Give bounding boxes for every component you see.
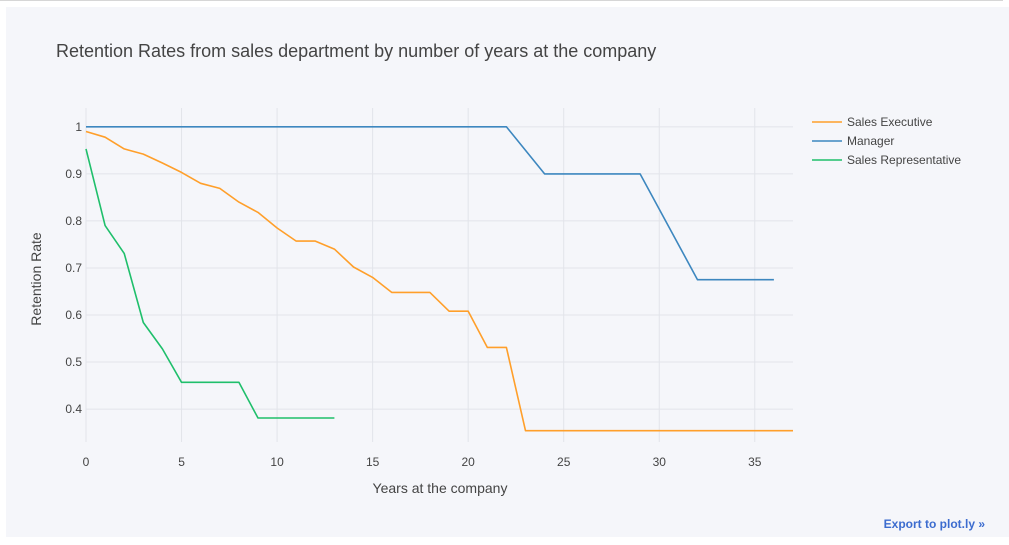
y-tick-label: 1 <box>75 120 82 134</box>
legend-item-manager[interactable]: Manager <box>812 134 894 148</box>
export-to-plotly-link[interactable]: Export to plot.ly » <box>883 517 985 531</box>
series-line-manager <box>86 126 774 281</box>
x-tick-label: 15 <box>366 455 380 469</box>
x-tick-label: 25 <box>557 455 571 469</box>
y-tick-label: 0.4 <box>65 402 82 416</box>
y-axis-title: Retention Rate <box>28 232 44 326</box>
y-tick-label: 0.9 <box>65 167 82 181</box>
x-tick-label: 30 <box>653 455 667 469</box>
legend-label: Sales Executive <box>847 115 933 129</box>
x-tick-label: 35 <box>748 455 762 469</box>
x-tick-label: 20 <box>461 455 475 469</box>
x-tick-label: 5 <box>178 455 185 469</box>
series-lines <box>85 126 793 432</box>
chart-title: Retention Rates from sales department by… <box>56 41 656 61</box>
y-tick-label: 0.7 <box>65 261 82 275</box>
x-axis-title: Years at the company <box>373 480 508 496</box>
x-tick-label: 0 <box>83 455 90 469</box>
grid-lines <box>85 108 793 442</box>
x-tick-label: 10 <box>270 455 284 469</box>
legend-item-sales-executive[interactable]: Sales Executive <box>812 115 933 129</box>
x-axis-ticks: 0 5 10 15 20 25 30 35 <box>83 455 762 469</box>
y-tick-label: 0.6 <box>65 308 82 322</box>
top-divider <box>0 0 1003 1</box>
series-line-sales-representative <box>85 148 335 419</box>
legend-item-sales-representative[interactable]: Sales Representative <box>812 153 961 167</box>
chart-background <box>6 7 1009 537</box>
y-axis-ticks: 0.4 0.5 0.6 0.7 0.8 0.9 1 <box>65 120 82 416</box>
series-line-sales-executive <box>85 130 793 432</box>
y-tick-label: 0.8 <box>65 214 82 228</box>
y-tick-label: 0.5 <box>65 355 82 369</box>
legend-label: Sales Representative <box>847 153 961 167</box>
legend[interactable]: Sales Executive Manager Sales Representati… <box>812 115 961 167</box>
legend-label: Manager <box>847 134 894 148</box>
